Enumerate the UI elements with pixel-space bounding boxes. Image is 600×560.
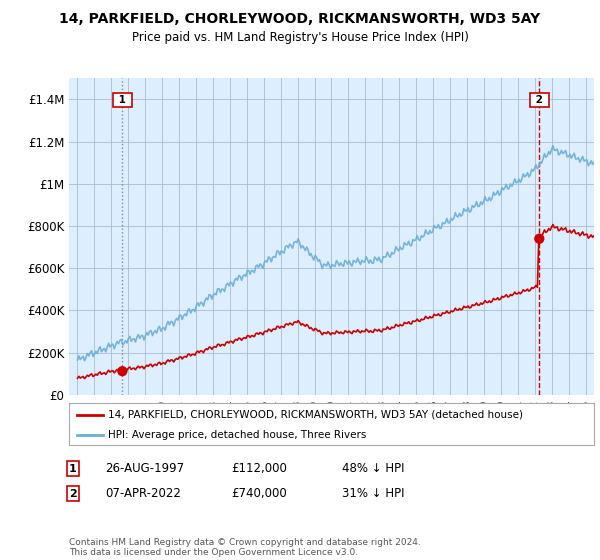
Text: 48% ↓ HPI: 48% ↓ HPI [342,462,404,475]
Text: 2: 2 [69,489,77,499]
Text: 31% ↓ HPI: 31% ↓ HPI [342,487,404,501]
Point [118,367,127,376]
Text: £112,000: £112,000 [231,462,287,475]
Text: Contains HM Land Registry data © Crown copyright and database right 2024.
This d: Contains HM Land Registry data © Crown c… [69,538,421,557]
Text: 14, PARKFIELD, CHORLEYWOOD, RICKMANSWORTH, WD3 5AY (detached house): 14, PARKFIELD, CHORLEYWOOD, RICKMANSWORT… [109,409,523,419]
Text: 14, PARKFIELD, CHORLEYWOOD, RICKMANSWORTH, WD3 5AY: 14, PARKFIELD, CHORLEYWOOD, RICKMANSWORT… [59,12,541,26]
Point [535,234,544,243]
Text: HPI: Average price, detached house, Three Rivers: HPI: Average price, detached house, Thre… [109,430,367,440]
Text: 2: 2 [532,95,547,105]
Text: 07-APR-2022: 07-APR-2022 [105,487,181,501]
Text: £740,000: £740,000 [231,487,287,501]
Text: Price paid vs. HM Land Registry's House Price Index (HPI): Price paid vs. HM Land Registry's House … [131,31,469,44]
Text: 1: 1 [115,95,130,105]
Text: 26-AUG-1997: 26-AUG-1997 [105,462,184,475]
Text: 1: 1 [69,464,77,474]
